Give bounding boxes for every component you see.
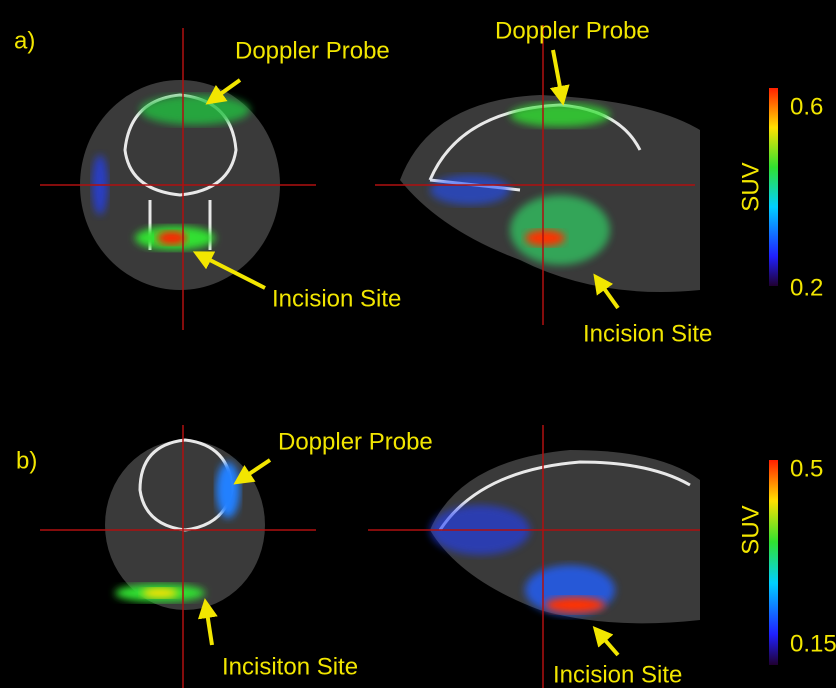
colorbar-title: SUV xyxy=(737,505,764,554)
colorbar-min: 0.2 xyxy=(790,274,823,301)
annotation: Incision Site xyxy=(553,661,682,688)
colorbar xyxy=(769,460,778,665)
annotation: Doppler Probe xyxy=(235,37,390,64)
colorbar xyxy=(769,88,778,286)
figure: a) Doppler Probe Incision Site Doppler P… xyxy=(0,0,836,688)
image-b-left xyxy=(105,440,265,610)
panel-label: b) xyxy=(16,447,37,474)
colorbar-max: 0.5 xyxy=(790,455,823,482)
colorbar-min: 0.15 xyxy=(790,630,836,657)
annotation: Doppler Probe xyxy=(278,428,433,455)
panel-label: a) xyxy=(14,27,35,54)
colorbar-title: SUV xyxy=(737,162,764,211)
annotation: Doppler Probe xyxy=(495,17,650,44)
annotation: Incision Site xyxy=(583,320,712,347)
annotation: Incisiton Site xyxy=(222,653,358,680)
colorbar-max: 0.6 xyxy=(790,93,823,120)
annotation: Incision Site xyxy=(272,285,401,312)
